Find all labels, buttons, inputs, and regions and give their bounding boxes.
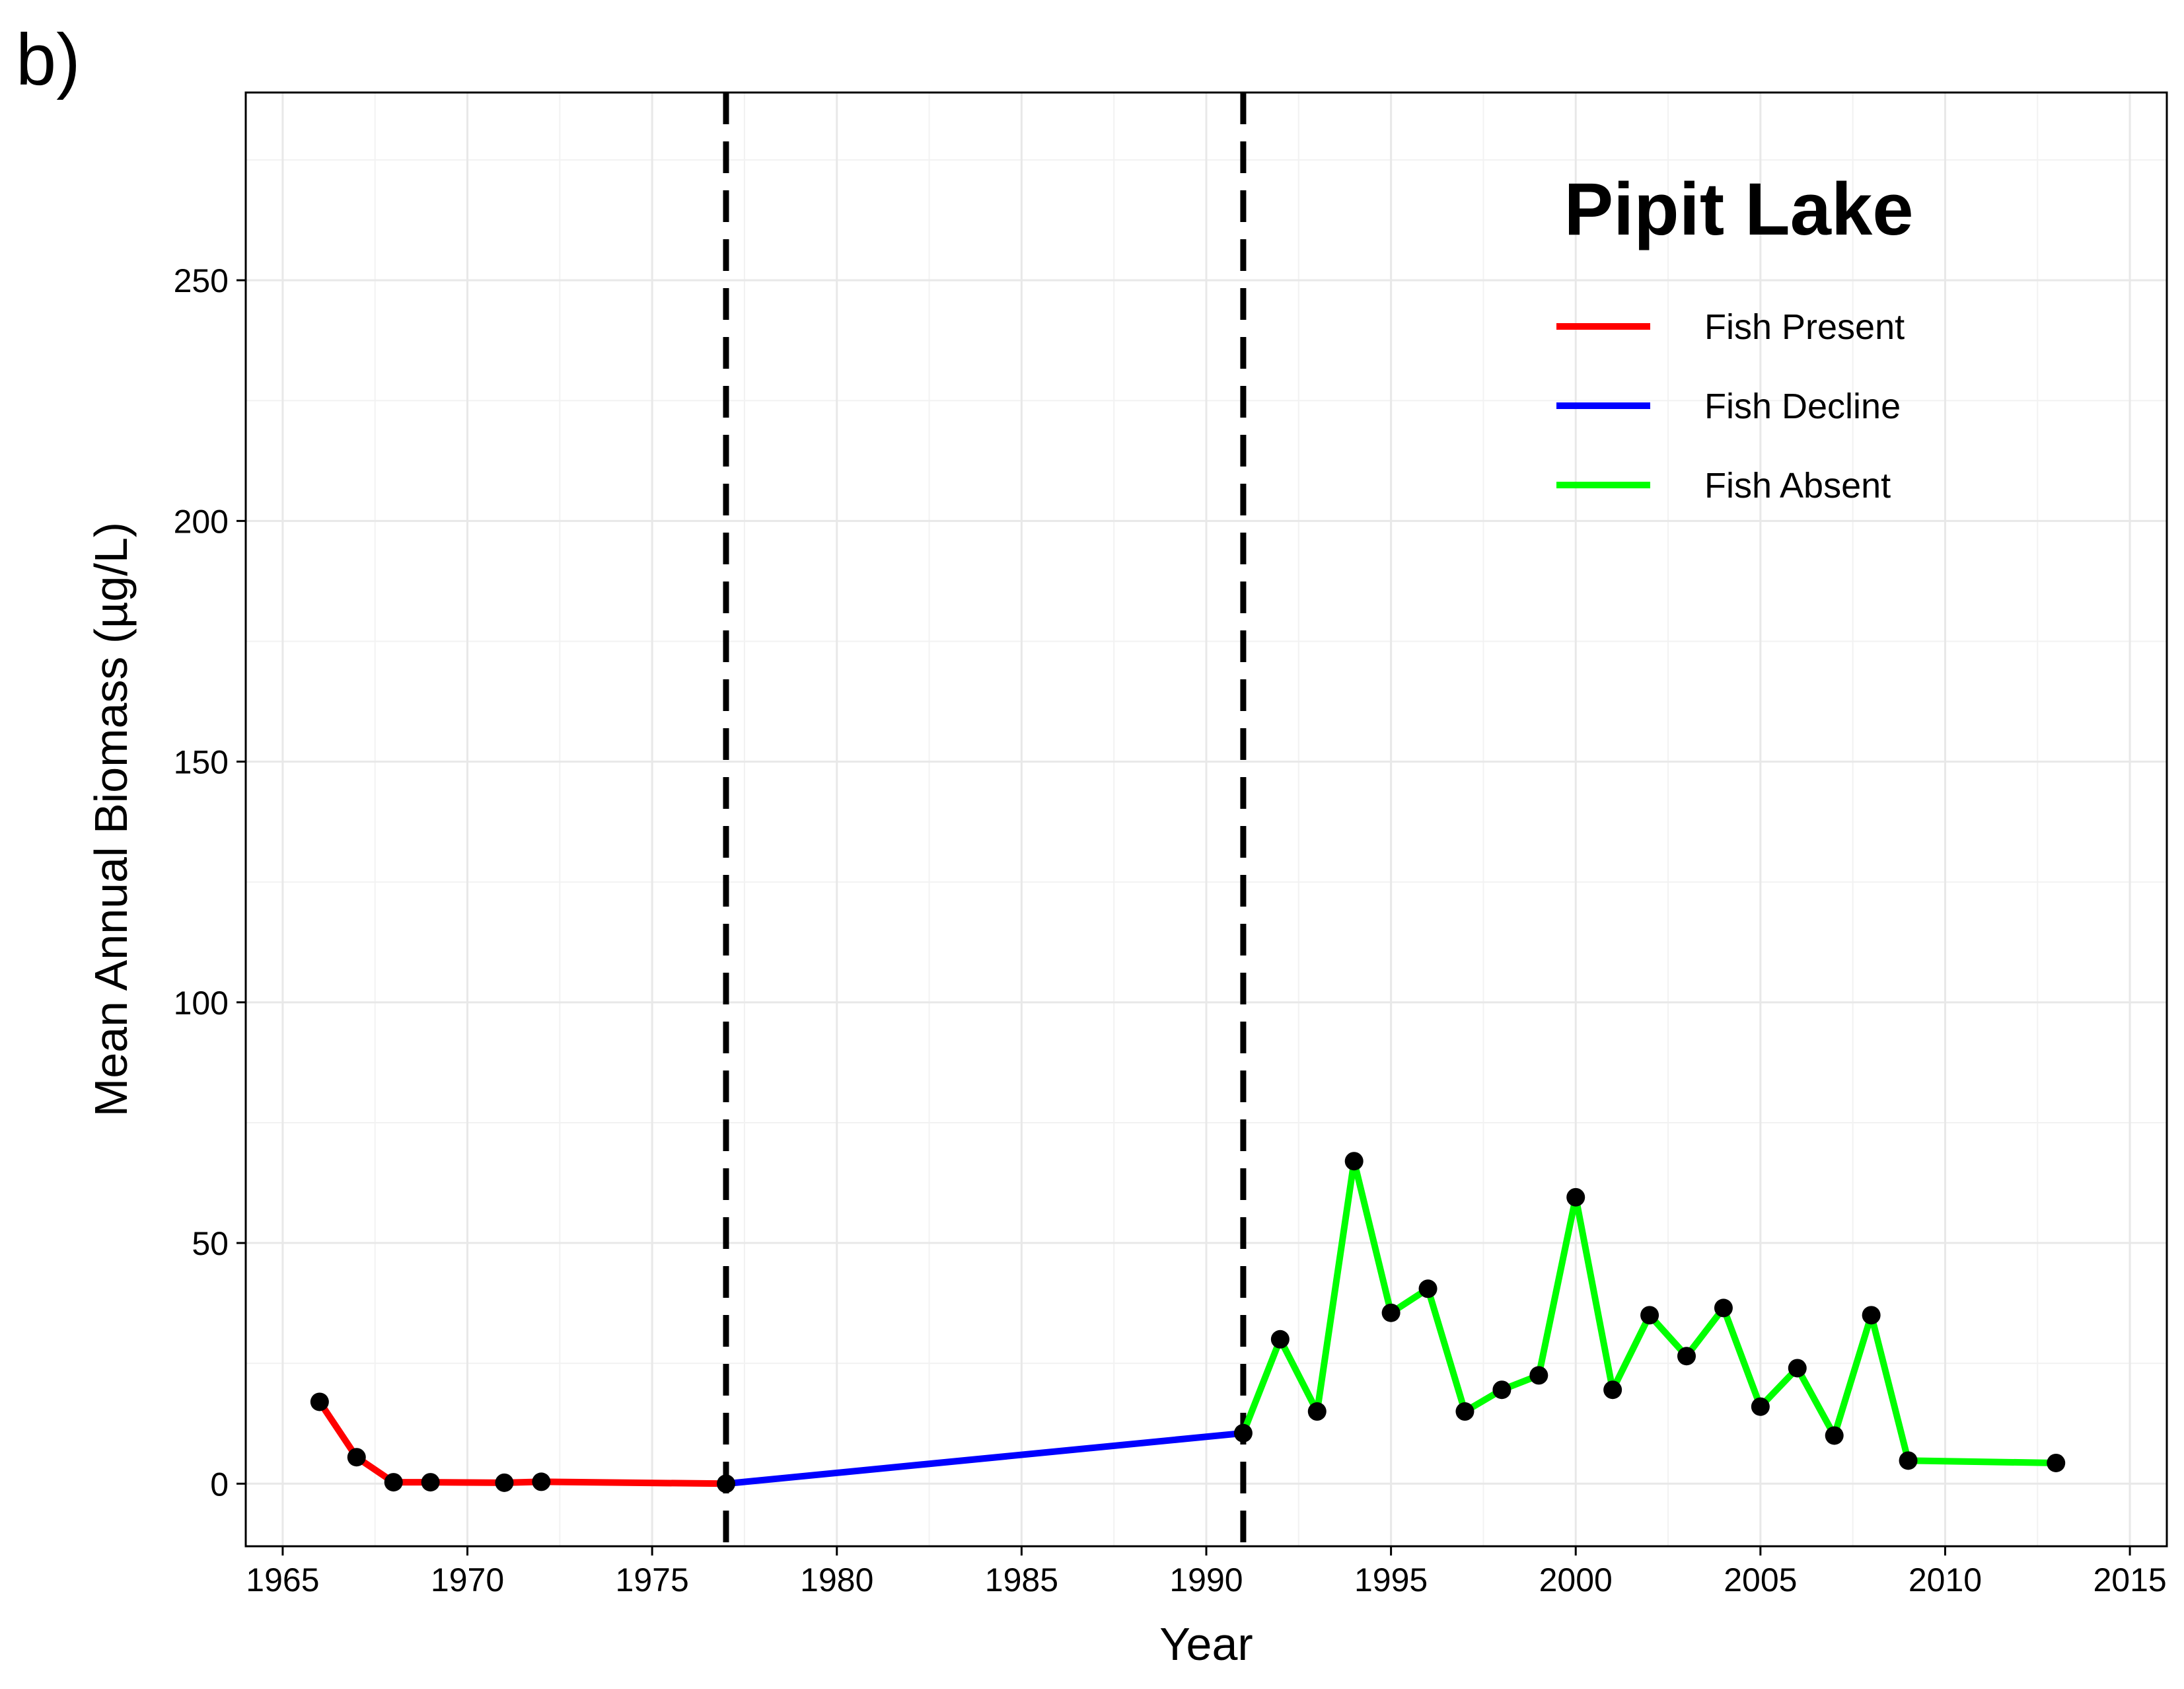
x-tick-label: 2000 — [1539, 1561, 1613, 1598]
x-tick-label: 2010 — [1909, 1561, 1982, 1598]
data-point — [1862, 1306, 1881, 1325]
panel-label: b) — [16, 19, 81, 100]
data-point — [1603, 1380, 1622, 1400]
data-point — [1788, 1359, 1807, 1378]
data-point — [1344, 1152, 1364, 1171]
x-tick-label: 2015 — [2093, 1561, 2166, 1598]
data-point — [310, 1392, 329, 1411]
data-point — [1640, 1306, 1659, 1325]
data-point — [1825, 1426, 1844, 1445]
data-point — [1566, 1187, 1585, 1207]
y-tick-label: 100 — [174, 985, 229, 1022]
x-tick-label: 1970 — [431, 1561, 504, 1598]
series-line — [723, 1429, 1247, 1487]
data-point — [717, 1474, 735, 1493]
y-tick-label: 200 — [174, 503, 229, 540]
data-point — [421, 1473, 440, 1492]
data-point — [1714, 1298, 1733, 1318]
x-axis-title: Year — [1159, 1618, 1253, 1670]
data-point — [1270, 1330, 1290, 1349]
x-tick-label: 1965 — [246, 1561, 319, 1598]
x-tick-label: 1985 — [985, 1561, 1058, 1598]
data-point — [384, 1473, 403, 1492]
y-tick-label: 150 — [174, 744, 229, 781]
data-points — [310, 1152, 2066, 1493]
legend-label: Fish Absent — [1704, 466, 1891, 506]
data-point — [1529, 1366, 1548, 1385]
data-point — [2047, 1453, 2066, 1472]
data-point — [1418, 1279, 1438, 1298]
data-point — [1677, 1347, 1696, 1366]
y-axis-title: Mean Annual Biomass (µg/L) — [85, 522, 137, 1117]
data-point — [1381, 1303, 1401, 1322]
data-point — [1307, 1402, 1327, 1421]
data-point — [495, 1473, 514, 1492]
series-line — [316, 1398, 729, 1487]
legend-label: Fish Decline — [1704, 387, 1901, 426]
x-tick-label: 1995 — [1354, 1561, 1428, 1598]
x-tick-label: 2005 — [1724, 1561, 1797, 1598]
x-tick-label: 1975 — [616, 1561, 689, 1598]
x-tick-label: 1980 — [800, 1561, 873, 1598]
data-point — [1492, 1380, 1511, 1400]
y-axis-ticks: 0 50 100 150 200 250 — [174, 262, 246, 1503]
y-tick-label: 50 — [192, 1225, 229, 1262]
data-point — [347, 1448, 366, 1467]
y-tick-label: 0 — [210, 1466, 229, 1503]
data-point — [1899, 1451, 1918, 1470]
legend-label: Fish Present — [1704, 307, 1905, 347]
x-axis-ticks: 1965 1970 1975 1980 1985 1990 1995 2000 2005 2010… — [246, 1546, 2167, 1598]
data-point — [532, 1472, 551, 1491]
legend-title: Pipit Lake — [1564, 168, 1913, 250]
series-lines — [316, 1158, 2060, 1487]
series-line — [1239, 1158, 2060, 1466]
y-tick-label: 250 — [174, 262, 229, 299]
legend: Pipit Lake Fish Present Fish Decline Fish … — [1556, 168, 1914, 506]
data-point — [1751, 1397, 1770, 1416]
data-point — [1455, 1402, 1474, 1421]
data-point — [1233, 1423, 1253, 1443]
period-divider-lines — [723, 93, 1247, 1546]
x-tick-label: 1990 — [1169, 1561, 1243, 1598]
